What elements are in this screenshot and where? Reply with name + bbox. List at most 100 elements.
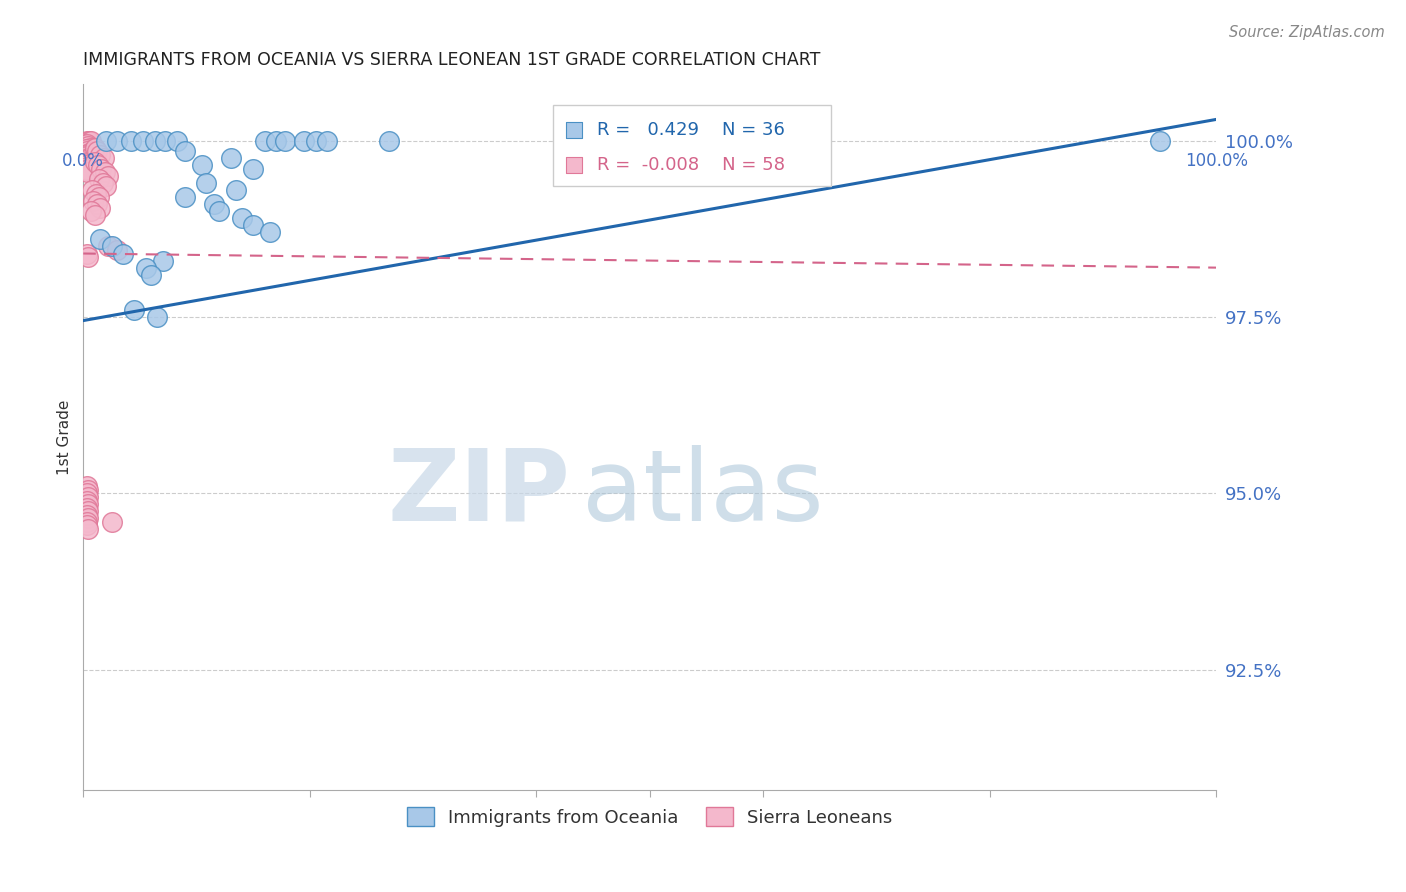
Point	[84, 186, 107, 201]
Point	[259, 225, 281, 239]
Point	[76, 160, 98, 174]
Point	[242, 161, 264, 176]
Point	[304, 134, 326, 148]
Point	[82, 194, 104, 208]
Point	[76, 490, 98, 504]
Point	[76, 515, 98, 529]
Point	[100, 515, 122, 529]
Point	[75, 158, 97, 172]
Point	[153, 134, 176, 148]
Point	[89, 232, 111, 246]
Point	[191, 158, 214, 172]
Point	[76, 518, 98, 533]
Point	[174, 144, 197, 158]
Point	[76, 144, 98, 158]
Text: R =  -0.008    N = 58: R = -0.008 N = 58	[596, 156, 785, 174]
Point	[242, 219, 264, 233]
Point	[141, 268, 163, 282]
Point	[194, 176, 217, 190]
Point	[225, 183, 247, 197]
Point	[76, 486, 98, 500]
Point	[76, 137, 98, 152]
Point	[105, 243, 128, 257]
Point	[718, 134, 741, 148]
Text: 0.0%: 0.0%	[62, 152, 104, 169]
Point	[76, 138, 98, 153]
Point	[75, 153, 97, 168]
Point	[378, 134, 401, 148]
Point	[80, 134, 103, 148]
Point	[94, 165, 117, 179]
Text: IMMIGRANTS FROM OCEANIA VS SIERRA LEONEAN 1ST GRADE CORRELATION CHART: IMMIGRANTS FROM OCEANIA VS SIERRA LEONEA…	[83, 51, 821, 69]
Point	[76, 497, 98, 511]
Point	[97, 169, 120, 183]
Point	[120, 134, 142, 148]
Text: ZIP: ZIP	[388, 445, 571, 542]
Point	[208, 204, 231, 219]
Point	[82, 183, 104, 197]
Point	[75, 142, 97, 156]
Point	[80, 204, 103, 219]
Point	[166, 134, 188, 148]
Point	[315, 134, 337, 148]
Point	[76, 500, 98, 515]
Point	[76, 134, 98, 148]
Point	[253, 134, 276, 148]
Point	[76, 246, 98, 260]
Point	[562, 592, 585, 607]
Point	[76, 161, 98, 176]
Point	[90, 161, 112, 176]
Point	[89, 147, 111, 161]
Point	[135, 260, 157, 275]
Point	[1149, 134, 1171, 148]
Y-axis label: 1st Grade: 1st Grade	[58, 400, 72, 475]
Point	[231, 211, 253, 226]
Point	[76, 154, 98, 169]
Point	[76, 493, 98, 508]
Point	[89, 172, 111, 186]
Point	[89, 190, 111, 204]
Text: Source: ZipAtlas.com: Source: ZipAtlas.com	[1229, 25, 1385, 40]
Point	[76, 522, 98, 536]
Point	[89, 201, 111, 215]
Point	[76, 151, 98, 165]
Point	[75, 147, 97, 161]
Text: R =   0.429    N = 36: R = 0.429 N = 36	[596, 121, 785, 139]
Point	[83, 154, 105, 169]
Legend: Immigrants from Oceania, Sierra Leoneans: Immigrants from Oceania, Sierra Leoneans	[399, 800, 900, 834]
Point	[76, 479, 98, 493]
Point	[219, 151, 242, 165]
Point	[76, 250, 98, 264]
Point	[264, 134, 287, 148]
Point	[274, 134, 297, 148]
Point	[94, 179, 117, 194]
Text: atlas: atlas	[582, 445, 824, 542]
Point	[86, 197, 108, 211]
Point	[83, 208, 105, 222]
Point	[93, 151, 115, 165]
Point	[83, 141, 105, 155]
Point	[292, 134, 315, 148]
Point	[76, 483, 98, 497]
Point	[86, 144, 108, 158]
Point	[174, 190, 197, 204]
Point	[94, 134, 117, 148]
FancyBboxPatch shape	[554, 105, 831, 186]
Point	[75, 163, 97, 178]
Point	[143, 134, 166, 148]
Text: 100.0%: 100.0%	[1185, 152, 1247, 169]
Point	[132, 134, 155, 148]
Point	[105, 134, 128, 148]
Point	[76, 165, 98, 179]
Point	[202, 197, 225, 211]
Point	[76, 504, 98, 518]
Point	[111, 246, 134, 260]
Point	[76, 508, 98, 522]
Point	[77, 146, 100, 161]
Point	[91, 176, 114, 190]
Point	[79, 141, 101, 155]
Point	[87, 158, 110, 172]
Point	[77, 134, 100, 148]
Point	[97, 239, 120, 253]
Point	[76, 156, 98, 170]
